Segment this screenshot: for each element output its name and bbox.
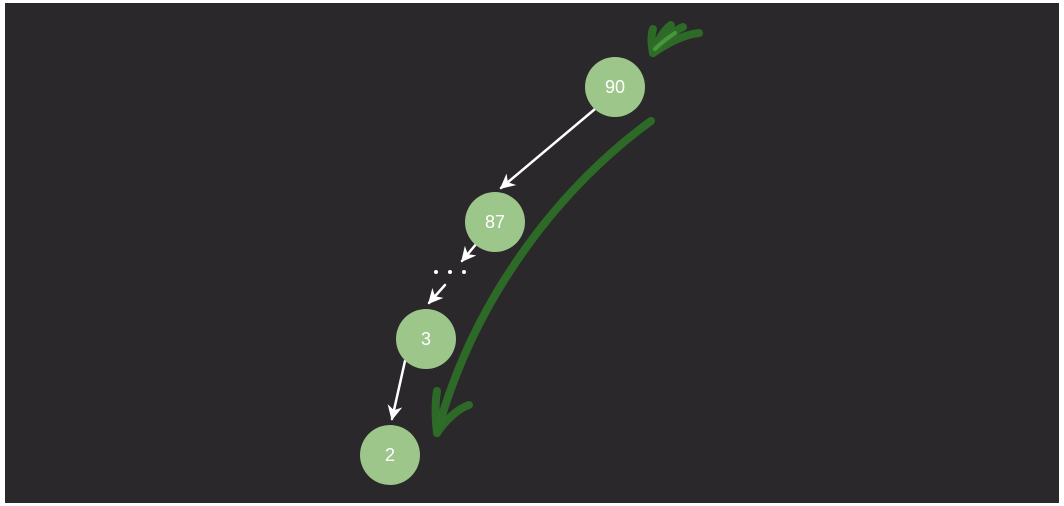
node-3-label: 3 [421,329,431,349]
node-87: 87 [465,192,525,252]
edge-3-2 [387,359,407,421]
node-87-circle [465,192,525,252]
node-2-label: 2 [385,445,395,465]
annotation-curved-arrow [431,117,655,437]
edge-87-ellipsis [460,241,479,263]
ellipsis-dot [434,270,438,274]
node-2-circle [360,425,420,485]
edge-ellipsis-3 [427,283,447,305]
edges [387,107,597,421]
linked-list-diagram: 90 87 3 2 [360,21,703,485]
diagram-canvas: 90 87 3 2 [5,3,1059,503]
node-90-label: 90 [605,77,625,97]
node-87-label: 87 [485,212,505,232]
node-3-circle [396,309,456,369]
ellipsis-dot [462,270,466,274]
node-2: 2 [360,425,420,485]
edge-90-87 [499,107,597,190]
ellipsis-dot [448,270,452,274]
node-90-circle [585,57,645,117]
annotation-scribble [647,21,703,57]
ellipsis [434,270,466,274]
node-90: 90 [585,57,645,117]
node-3: 3 [396,309,456,369]
